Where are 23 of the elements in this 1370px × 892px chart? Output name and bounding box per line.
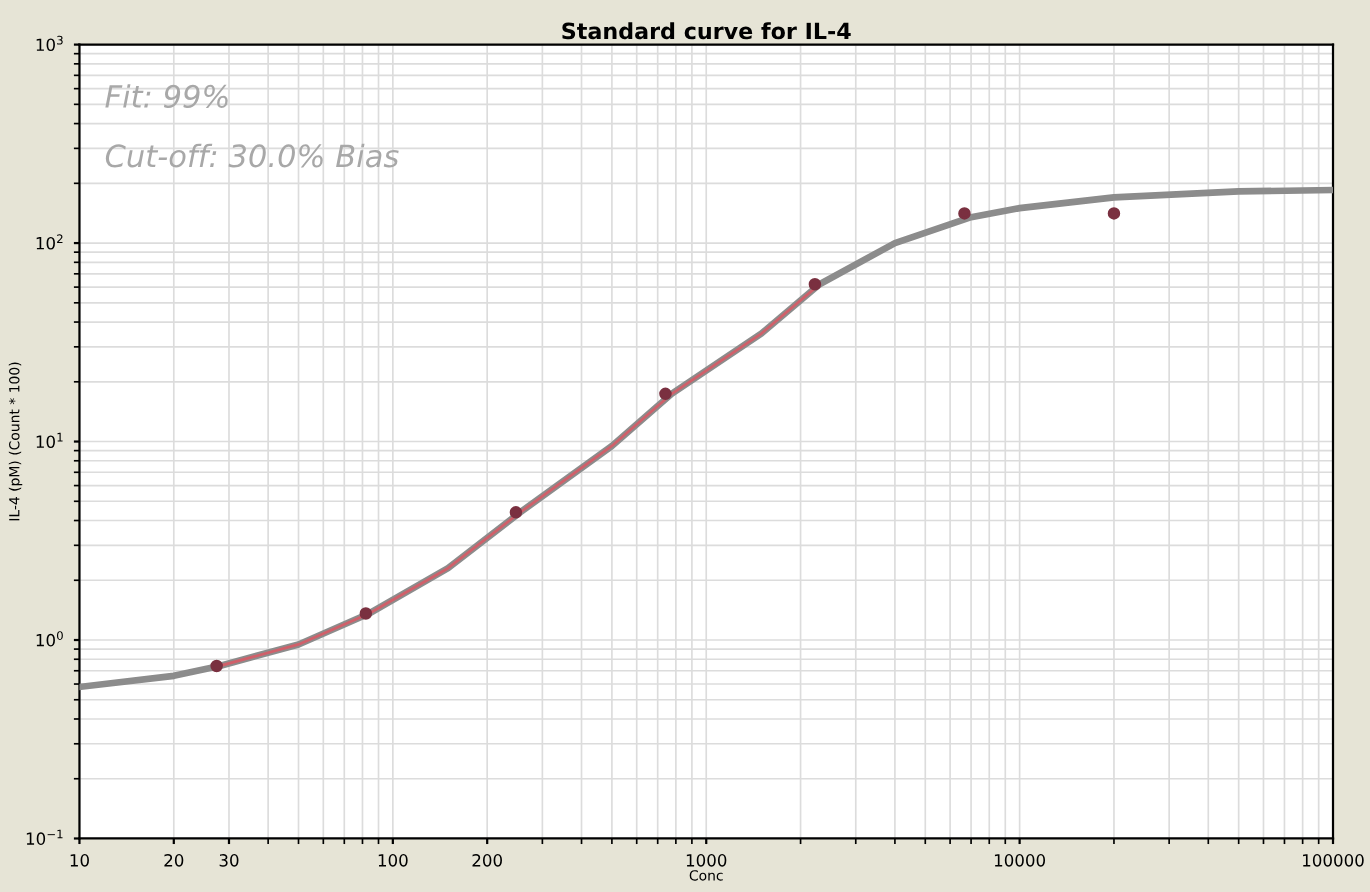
point bbox=[958, 207, 971, 220]
y-tick-label: 10$^{3}$ bbox=[36, 35, 63, 52]
y-tick-label: 10$^{2}$ bbox=[36, 234, 63, 250]
point bbox=[808, 278, 822, 291]
point bbox=[659, 387, 672, 401]
x-tick-label: 20 bbox=[164, 854, 184, 867]
chart-title: Standard curve for IL-4 bbox=[562, 22, 851, 40]
x-tick-label: 100000 bbox=[1303, 854, 1364, 867]
point bbox=[1107, 207, 1121, 220]
annotation: Fit: 99% bbox=[105, 84, 228, 108]
x-tick-label: 1000 bbox=[686, 854, 727, 867]
x-tick-label: 10000 bbox=[994, 854, 1046, 867]
point bbox=[509, 506, 523, 519]
y-tick-label: 10$^{−1}$ bbox=[26, 829, 63, 845]
point bbox=[359, 607, 373, 620]
annotation: Cut-off: 30.0% Bias bbox=[105, 143, 399, 168]
x-tick-label: 10 bbox=[70, 854, 89, 867]
y-tick-label: 10$^{1}$ bbox=[36, 432, 63, 448]
y-tick-label: 10$^{0}$ bbox=[36, 631, 63, 647]
x-tick-label: 100 bbox=[378, 854, 408, 867]
point bbox=[210, 659, 223, 673]
x-tick-label: 30 bbox=[219, 854, 239, 867]
x-tick-label: 200 bbox=[472, 854, 502, 867]
